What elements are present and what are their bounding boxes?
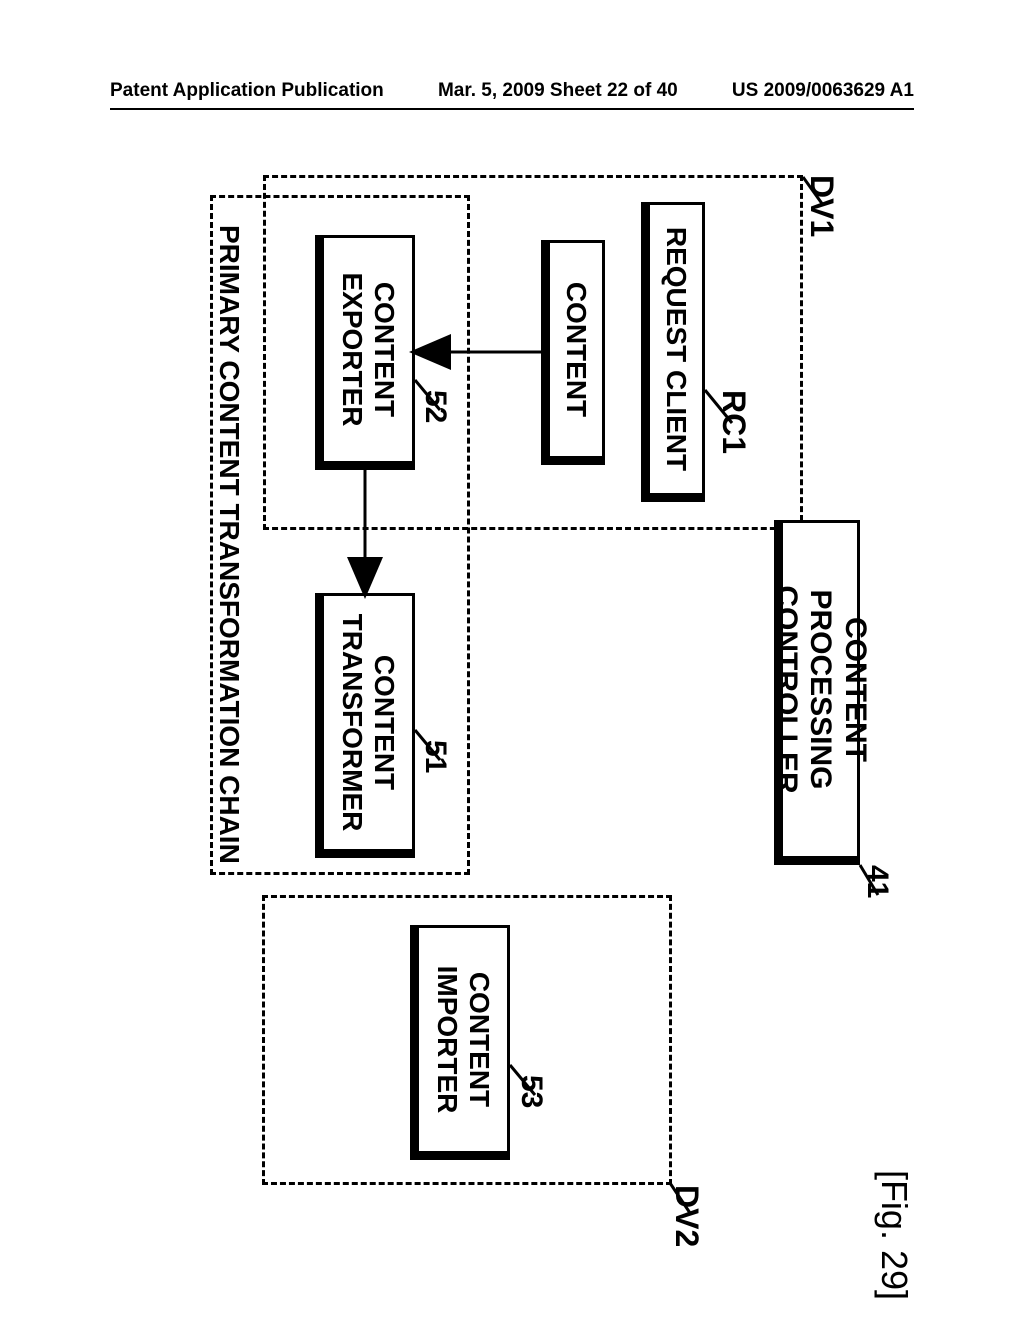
figure-label: [Fig. 29] bbox=[873, 1170, 915, 1300]
header-left: Patent Application Publication bbox=[110, 80, 384, 102]
header-middle: Mar. 5, 2009 Sheet 22 of 40 bbox=[438, 80, 678, 102]
header-right: US 2009/0063629 A1 bbox=[732, 80, 914, 102]
connectors-svg bbox=[190, 175, 860, 1245]
figure-diagram: [Fig. 29] CONTENT PROCESSING CONTROLLER … bbox=[190, 175, 860, 1245]
header-rule bbox=[110, 108, 914, 110]
page-header: Patent Application Publication Mar. 5, 2… bbox=[110, 80, 914, 102]
